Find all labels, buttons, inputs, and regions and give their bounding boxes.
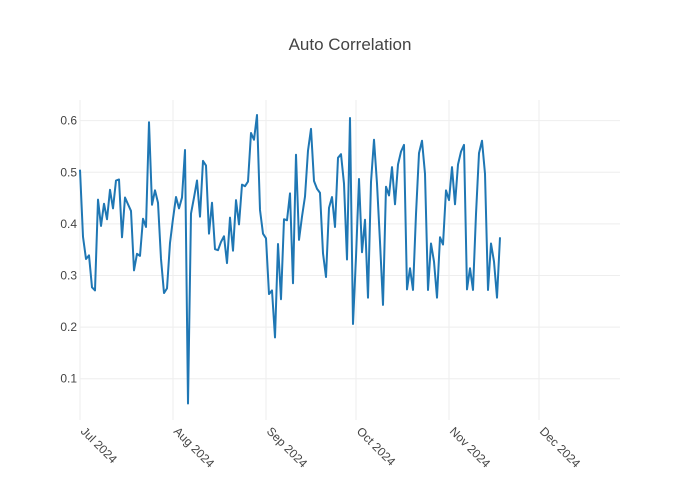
x-tick-label: Jul 2024 [78,424,120,466]
y-tick-label: 0.5 [60,165,77,179]
y-tick-label: 0.6 [60,114,77,128]
tick-label-layer: 0.1 0.2 0.3 0.4 0.5 0.6 Jul 2024 Aug 2024 Sep 20… [60,114,583,471]
x-tick-label: Nov 2024 [447,424,493,470]
series-layer [79,113,501,405]
y-tick-label: 0.4 [60,217,77,231]
x-tick-label: Dec 2024 [537,424,583,470]
x-tick-label: Aug 2024 [171,424,217,470]
x-tick-label: Oct 2024 [354,424,399,469]
series-line [79,113,501,405]
y-tick-label: 0.3 [60,268,77,282]
y-tick-label: 0.1 [60,372,77,386]
x-tick-label: Sep 2024 [264,424,310,470]
chart-title: Auto Correlation [289,35,412,54]
y-tick-label: 0.2 [60,320,77,334]
